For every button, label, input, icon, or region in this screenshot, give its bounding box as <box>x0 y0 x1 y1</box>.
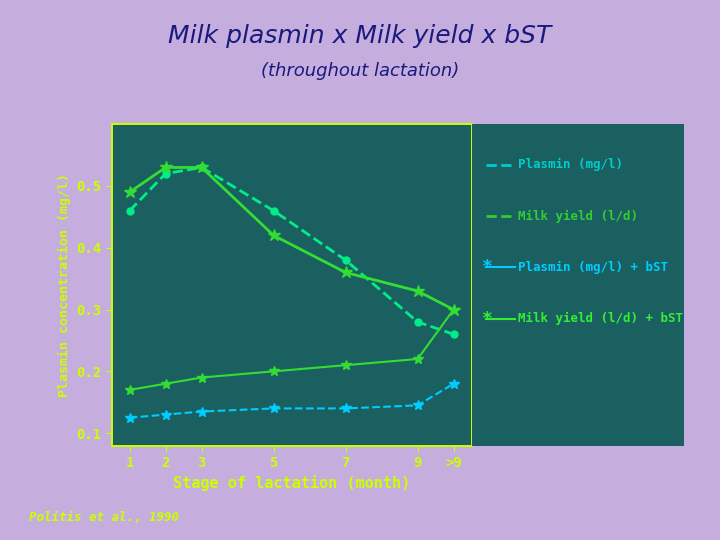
Text: Milk yield (l/d): Milk yield (l/d) <box>518 210 639 222</box>
Text: Plasmin (mg/l) + bST: Plasmin (mg/l) + bST <box>518 261 668 274</box>
Text: Milk plasmin x Milk yield x bST: Milk plasmin x Milk yield x bST <box>168 24 552 48</box>
Text: Plasmin (mg/l): Plasmin (mg/l) <box>518 158 624 171</box>
Y-axis label: Milk yield (l/d): Milk yield (l/d) <box>504 221 518 349</box>
Text: *: * <box>482 309 493 328</box>
Text: Politis et al., 1990: Politis et al., 1990 <box>29 511 179 524</box>
Text: Milk yield (l/d) + bST: Milk yield (l/d) + bST <box>518 312 683 325</box>
Y-axis label: Plasmin concentration (mg/l): Plasmin concentration (mg/l) <box>58 173 71 397</box>
Text: (throughout lactation): (throughout lactation) <box>261 62 459 80</box>
Text: *: * <box>482 258 493 276</box>
X-axis label: Stage of lactation (month): Stage of lactation (month) <box>173 476 410 491</box>
